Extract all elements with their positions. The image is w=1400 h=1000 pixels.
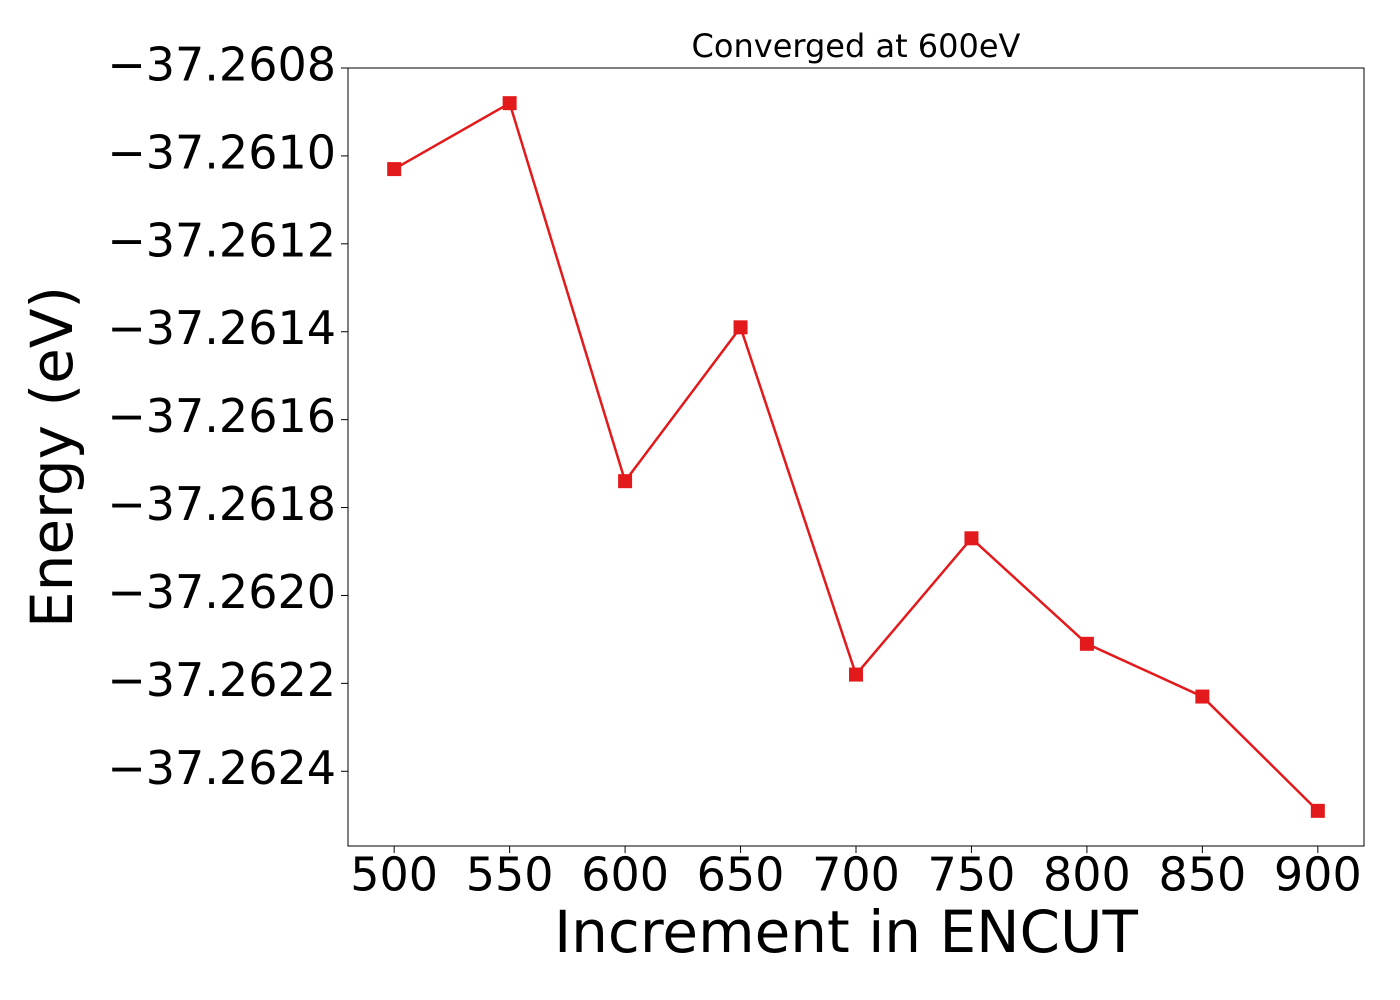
x-tick-label: 700 xyxy=(812,848,900,902)
data-point xyxy=(849,667,863,682)
y-tick-label: −37.2616 xyxy=(107,389,336,443)
y-tick-label: −37.2620 xyxy=(107,565,336,619)
plot-frame xyxy=(347,67,1365,847)
data-point xyxy=(964,531,979,546)
x-tick-label: 550 xyxy=(466,848,554,902)
x-tick-label: 650 xyxy=(697,848,785,902)
chart-title: Converged at 600eV xyxy=(692,27,1021,65)
data-point xyxy=(1195,689,1210,704)
data-point xyxy=(387,162,402,177)
y-axis-label: Energy (eV) xyxy=(18,286,86,628)
x-tick-label: 750 xyxy=(928,848,1016,902)
data-point xyxy=(733,320,748,335)
x-tick-label: 800 xyxy=(1043,848,1131,902)
y-tick-label: −37.2614 xyxy=(107,301,336,355)
y-tick-label: −37.2624 xyxy=(107,741,336,795)
y-tick-label: −37.2618 xyxy=(107,477,336,531)
x-axis-label: Increment in ENCUT xyxy=(554,898,1138,966)
data-point xyxy=(618,474,633,489)
data-line xyxy=(393,101,1319,812)
data-point xyxy=(1310,803,1325,818)
y-tick-label: −37.2622 xyxy=(107,653,336,707)
x-tick-label: 900 xyxy=(1274,848,1362,902)
x-tick-label: 600 xyxy=(581,848,669,902)
data-point xyxy=(502,96,517,111)
y-tick-label: −37.2608 xyxy=(107,38,336,92)
y-tick-label: −37.2612 xyxy=(107,213,336,267)
data-point xyxy=(1079,636,1094,651)
x-tick-label: 500 xyxy=(350,848,438,902)
y-tick-label: −37.2610 xyxy=(107,125,336,179)
x-tick-label: 850 xyxy=(1158,848,1246,902)
